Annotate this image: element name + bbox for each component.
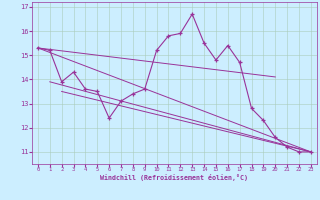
X-axis label: Windchill (Refroidissement éolien,°C): Windchill (Refroidissement éolien,°C) (100, 174, 248, 181)
